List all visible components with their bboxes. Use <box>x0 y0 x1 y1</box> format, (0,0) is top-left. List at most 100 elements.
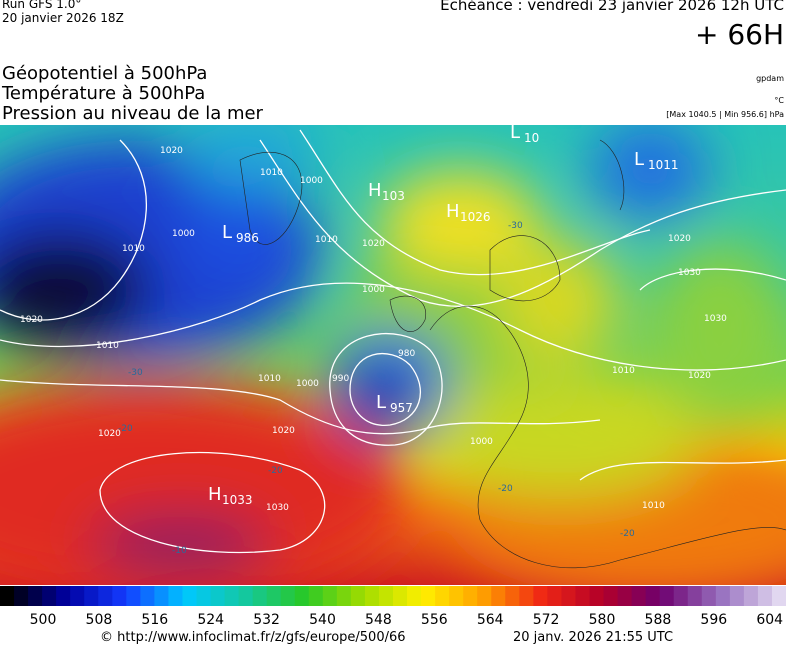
colorbar-swatch <box>224 586 240 606</box>
colorbar-swatch <box>294 586 310 606</box>
colorbar-label: 548 <box>365 612 392 628</box>
colorbar-swatch <box>729 586 745 606</box>
colorbar-swatch <box>196 586 212 606</box>
colorbar-swatch <box>28 586 43 606</box>
colorbar-swatch <box>421 586 436 606</box>
colorbar-swatch <box>393 586 408 606</box>
isobar-label: 1020 <box>20 315 43 325</box>
isobar-label: 980 <box>398 349 415 359</box>
colorbar-swatch <box>715 586 731 606</box>
isobar-label: 1000 <box>470 437 493 447</box>
colorbar-swatch <box>56 586 71 606</box>
isobar-label: 1020 <box>160 146 183 156</box>
isobar-label: 1020 <box>98 429 121 439</box>
colorbar-swatch <box>42 586 57 606</box>
colorbar-swatch <box>687 586 703 606</box>
model: Run GFS 1.0° <box>2 0 82 11</box>
unit: °C <box>774 96 784 105</box>
colorbar-swatch <box>126 586 141 606</box>
temperature-label: -20 <box>118 424 133 434</box>
colorbar-swatch <box>140 586 155 606</box>
colorbar-swatch <box>631 586 647 606</box>
center-letter: L <box>222 222 232 243</box>
colorbar-swatch <box>645 586 661 606</box>
colorbar-swatch <box>589 586 605 606</box>
colorbar-label: 532 <box>253 612 280 628</box>
center-value: 1033 <box>222 493 253 507</box>
isobar-label: 1020 <box>362 239 385 249</box>
colorbar-swatch <box>561 586 576 606</box>
temperature-label: -10 <box>172 546 187 556</box>
isobar-label: 1010 <box>258 374 281 384</box>
isobar-label: 1000 <box>300 176 323 186</box>
colorbar-swatch <box>603 586 619 606</box>
colorbar-swatch <box>519 586 534 606</box>
colorbar-swatch <box>378 586 394 606</box>
run: 20 janvier 2026 18Z <box>2 11 124 25</box>
colorbar-swatch <box>477 586 492 606</box>
unit: [Max 1040.5 | Min 956.6] hPa <box>666 110 784 119</box>
colorbar-swatch <box>280 586 296 606</box>
colorbar-label: 540 <box>309 612 336 628</box>
colorbar-swatch <box>617 586 633 606</box>
title: Géopotentiel à 500hPa <box>2 63 208 84</box>
colorbar-label: 596 <box>700 612 727 628</box>
colorbar-label: 508 <box>86 612 113 628</box>
colorbar-swatch <box>350 586 366 606</box>
issued-date: 20 janv. 2026 21:55 UTC <box>513 630 674 645</box>
title: Température à 500hPa <box>2 83 206 104</box>
colorbar-label: 556 <box>421 612 448 628</box>
colorbar-label: 500 <box>30 612 57 628</box>
isobar-label: 1020 <box>688 371 711 381</box>
isobar-label: 1010 <box>315 235 338 245</box>
colorbar-swatch <box>659 586 675 606</box>
isobar-label: 990 <box>332 374 349 384</box>
colorbar-swatch <box>308 586 324 606</box>
isobar-label: 1030 <box>266 503 289 513</box>
temperature-label: -30 <box>128 368 143 378</box>
colorbar-swatch <box>154 586 169 606</box>
colorbar-label: 572 <box>533 612 560 628</box>
colorbar-swatch <box>407 586 422 606</box>
source-url: © http://www.infoclimat.fr/z/gfs/europe/… <box>100 630 406 645</box>
colorbar-swatch <box>322 586 338 606</box>
isobar-label: 1010 <box>260 168 283 178</box>
pressure-center: L 957 <box>376 392 413 415</box>
center-value: 103 <box>382 189 405 203</box>
isobar-label: 1020 <box>668 234 691 244</box>
center-letter: L <box>634 149 644 170</box>
colorbar-label: 588 <box>645 612 672 628</box>
colorbar-label: 524 <box>197 612 224 628</box>
colorbar-label: 516 <box>141 612 168 628</box>
pressure-center: L 986 <box>222 222 259 245</box>
isobar-label: 1000 <box>296 379 319 389</box>
colorbar-swatch <box>238 586 254 606</box>
colorbar-swatch <box>435 586 450 606</box>
colorbar-swatch <box>449 586 464 606</box>
colorbar-swatch <box>210 586 226 606</box>
isobar-label: 1000 <box>172 229 195 239</box>
isobars <box>0 129 786 554</box>
colorbar-label: 580 <box>589 612 616 628</box>
pressure-center: H 1026 <box>446 201 491 224</box>
isobar-label: 1010 <box>642 501 665 511</box>
center-value: 1026 <box>460 210 491 224</box>
center-value: 986 <box>236 231 259 245</box>
colorbar-swatch <box>575 586 590 606</box>
colorbar-swatch <box>168 586 183 606</box>
colorbar-swatch <box>701 586 717 606</box>
colorbar-swatch <box>266 586 282 606</box>
isobar-label: 1010 <box>96 341 119 351</box>
colorbar-swatch <box>757 586 773 606</box>
colorbar-swatch <box>336 586 352 606</box>
isobar-label: 1030 <box>678 268 701 278</box>
center-letter: H <box>446 201 460 222</box>
colorbar-swatch <box>70 586 85 606</box>
colorbar-swatch <box>14 586 29 606</box>
isobar-label: 1020 <box>272 426 295 436</box>
center-letter: L <box>376 392 386 413</box>
pressure-center: H 103 <box>368 180 405 203</box>
colorbar-label: 604 <box>756 612 783 628</box>
